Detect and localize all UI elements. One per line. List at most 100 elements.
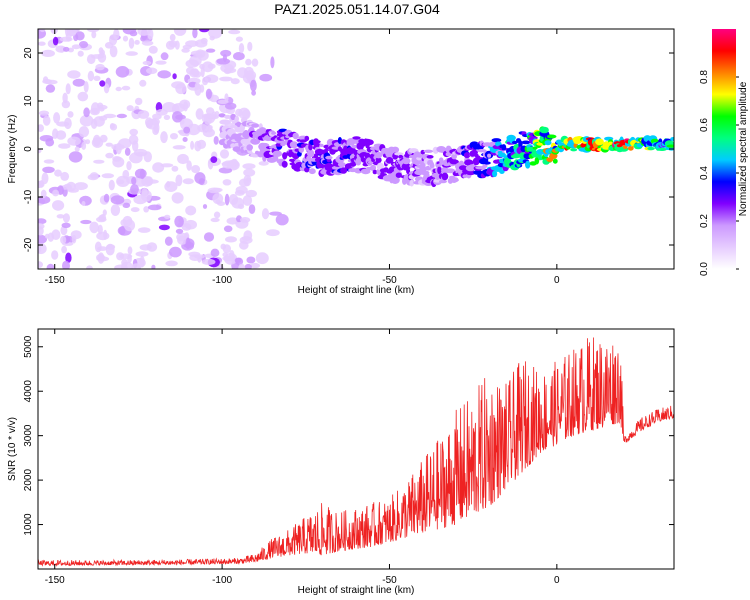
colorbar-tick-label: 0.2 [699,214,710,228]
spectrogram-ridge-cell [657,147,667,151]
spectrogram-noise-cell [244,70,257,81]
spectrogram-ridge-cell [423,149,434,153]
snr-y-tick-label: 2000 [23,469,34,492]
spectrogram-noise-cell [122,35,129,42]
spectrogram-y-ticks: -20 -10 0 10 20 [23,47,674,252]
spectrogram-noise-cell [53,112,61,124]
colorbar-tick-label: 0.0 [699,262,710,276]
spectrogram-ridge-cell [299,139,307,143]
spectrogram-noise-cell [172,73,177,80]
spectrogram-noise-cell [251,90,256,96]
spectrogram-noise-cell [77,91,89,102]
spectrogram-noise-cell [174,40,180,50]
spectrogram-ridge-cell [375,157,382,163]
spectrogram-noise-cell [269,211,282,216]
spectrogram-ridge-cell [499,169,505,175]
spectrogram-noise-cell [108,179,115,191]
spectrogram-noise-cell [135,97,143,106]
spectrogram-y-tick-label: 20 [23,47,34,59]
spectrogram-ridge-cell [476,149,487,153]
spectrogram-noise-cell [205,88,212,100]
spectrogram-noise-cell [202,113,216,119]
spectrogram-noise-cell [219,76,233,82]
spectrogram-noise-cell [230,78,240,85]
spectrogram-ridge-cell [511,140,518,145]
spectrogram-noise-cell [160,131,168,144]
spectrogram-noise-cell [45,84,56,93]
spectrogram-ridge-cell [308,168,316,175]
spectrogram-ridge-cell [465,171,476,176]
spectrogram-noise-cell [210,248,220,257]
spectrogram-noise-cell [183,101,189,112]
spectrogram-noise-cell [38,124,44,132]
spectrogram-noise-cell [52,200,65,211]
spectrogram-noise-cell [78,126,90,138]
spectrogram-noise-cell [155,60,167,65]
spectrogram-noise-cell [181,48,190,53]
spectrogram-noise-cell [95,63,105,71]
spectrogram-x-ticks: -150 -100 -50 0 [45,29,560,286]
spectrogram-noise-cell [220,63,234,73]
spectrogram-x-tick-label: -50 [382,275,397,286]
spectrogram-noise-cell [38,234,47,244]
spectrogram-noise-cell [259,73,273,82]
spectrogram-noise-cell [226,217,239,225]
spectrogram-noise-cell [141,176,153,187]
spectrogram-noise-cell [248,204,256,215]
spectrogram-noise-cell [238,263,246,269]
spectrogram-noise-cell [172,145,186,150]
spectrogram-noise-cell [132,140,139,152]
spectrogram-noise-cell [79,195,92,206]
spectrogram-ridge-cell [595,138,604,146]
spectrogram-noise-cell [87,70,95,82]
spectrogram-noise-cell [151,264,156,269]
spectrogram-noise-cell [55,130,67,140]
spectrogram-noise-cell [68,151,83,163]
spectrogram-noise-cell [222,252,228,258]
spectrogram-ridge-cell [487,153,492,158]
spectrogram-ridge-cell [346,138,356,146]
spectrogram-noise-cell [169,33,176,42]
snr-y-tick-label: 5000 [23,335,34,358]
spectrogram-noise-cell [135,251,149,257]
spectrogram-noise-cell [129,128,138,136]
spectrogram-noise-cell [225,236,237,243]
spectrogram-ridge-cell [555,139,563,145]
spectrogram-noise-cell [195,108,204,120]
spectrogram-x-tick-label: 0 [554,275,560,286]
spectrogram-noise-cell [43,76,49,83]
spectrogram-noise-cell [134,168,147,179]
spectrogram-ridge-cell [351,144,359,149]
spectrogram-noise-cell [275,214,289,226]
snr-x-ticks: -150 -100 -50 0 [45,329,560,586]
spectrogram-ridge-cell [495,141,502,147]
spectrogram-noise-cell [39,29,46,33]
spectrogram-ridge-cell [435,174,440,180]
snr-x-tick-label: -100 [212,575,232,586]
spectrogram-ridge-cell [394,152,404,156]
spectrogram-noise-cell [164,214,171,219]
spectrogram-noise-cell [190,140,195,150]
spectrogram-noise-cell [215,199,221,204]
spectrogram-noise-cell [94,241,102,253]
snr-panel: -150 -100 -50 0 1000 2000 3000 4000 5000 Height… [7,328,675,596]
spectrogram-ridge-cell [232,146,241,153]
spectrogram-noise-cell [220,243,227,250]
spectrogram-ridge-cell [325,155,333,160]
spectrogram-noise-cell [81,201,86,206]
spectrogram-noise-cell [79,114,94,127]
spectrogram-noise-cell [175,228,184,234]
spectrogram-ridge-cell [483,161,491,165]
spectrogram-ridge-cell [429,161,435,170]
spectrogram-noise-cell [146,242,158,252]
spectrogram-noise-cell [243,168,256,177]
colorbar-ticks: 0.0 0.2 0.4 0.6 0.8 [699,70,739,276]
spectrogram-noise-cell [162,102,176,113]
spectrogram-noise-cell [171,192,184,204]
spectrogram-ridge-cell [337,162,346,167]
spectrogram-noise-cell [224,93,229,103]
spectrogram-noise-cell [90,54,105,59]
spectrogram-noise-cell [122,29,137,35]
spectrogram-noise-cell [74,146,80,152]
spectrogram-noise-cell [65,252,72,264]
